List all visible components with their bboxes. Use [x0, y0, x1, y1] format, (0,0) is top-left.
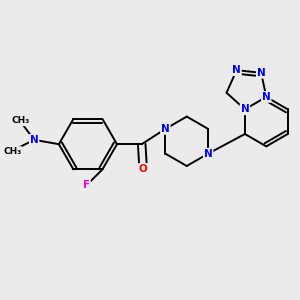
- Text: F: F: [83, 180, 90, 190]
- Text: O: O: [139, 164, 148, 174]
- Text: N: N: [232, 65, 241, 75]
- Text: CH₃: CH₃: [3, 147, 22, 156]
- Text: N: N: [262, 92, 271, 102]
- Text: N: N: [204, 148, 212, 159]
- Text: N: N: [241, 104, 249, 114]
- Text: N: N: [30, 135, 38, 145]
- Text: N: N: [161, 124, 170, 134]
- Text: CH₃: CH₃: [12, 116, 30, 125]
- Text: N: N: [257, 68, 266, 78]
